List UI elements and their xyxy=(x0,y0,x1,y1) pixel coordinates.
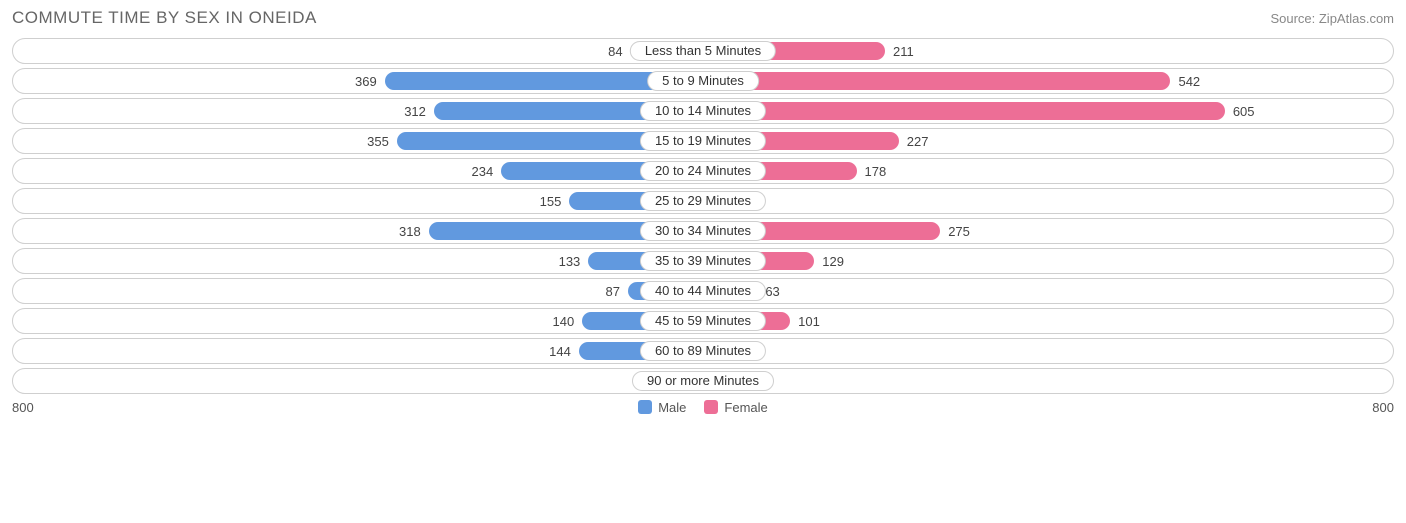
female-swatch xyxy=(704,400,718,414)
chart-row: 318 275 30 to 34 Minutes xyxy=(12,218,1394,244)
row-category-label: 35 to 39 Minutes xyxy=(640,251,766,271)
row-category-label: 30 to 34 Minutes xyxy=(640,221,766,241)
row-category-label: Less than 5 Minutes xyxy=(630,41,776,61)
row-category-label: 25 to 29 Minutes xyxy=(640,191,766,211)
row-left-half: 355 xyxy=(13,129,703,153)
axis-left-max: 800 xyxy=(12,400,72,415)
chart-title: COMMUTE TIME BY SEX IN ONEIDA xyxy=(12,8,317,28)
legend-male: Male xyxy=(638,400,686,415)
chart-row: 155 4625 to 29 Minutes xyxy=(12,188,1394,214)
chart-footer: 800 Male Female 800 xyxy=(12,400,1394,415)
row-right-half: 605 xyxy=(703,99,1393,123)
row-right-half: 129 xyxy=(703,249,1393,273)
legend-male-label: Male xyxy=(658,400,686,415)
row-right-half: 63 xyxy=(703,279,1393,303)
male-value: 144 xyxy=(541,344,579,359)
female-bar xyxy=(703,102,1225,120)
row-category-label: 5 to 9 Minutes xyxy=(647,71,759,91)
row-category-label: 40 to 44 Minutes xyxy=(640,281,766,301)
row-left-half: 140 xyxy=(13,309,703,333)
row-category-label: 60 to 89 Minutes xyxy=(640,341,766,361)
row-left-half: 312 xyxy=(13,99,703,123)
chart-header: COMMUTE TIME BY SEX IN ONEIDA Source: Zi… xyxy=(12,8,1394,28)
row-category-label: 90 or more Minutes xyxy=(632,371,774,391)
row-right-half: 542 xyxy=(703,69,1393,93)
row-left-half: 318 xyxy=(13,219,703,243)
female-value: 227 xyxy=(899,134,937,149)
row-category-label: 10 to 14 Minutes xyxy=(640,101,766,121)
male-value: 140 xyxy=(545,314,583,329)
male-value: 369 xyxy=(347,74,385,89)
row-right-half: 178 xyxy=(703,159,1393,183)
male-value: 312 xyxy=(396,104,434,119)
male-value: 234 xyxy=(463,164,501,179)
row-right-half: 46 xyxy=(703,189,1393,213)
row-right-half: 211 xyxy=(703,39,1393,63)
legend-female-label: Female xyxy=(724,400,767,415)
row-right-half: 101 xyxy=(703,309,1393,333)
chart-rows: 84 211 Less than 5 Minutes 369 542 5 to 9 Min… xyxy=(12,38,1394,394)
legend-female: Female xyxy=(704,400,767,415)
male-value: 133 xyxy=(551,254,589,269)
row-left-half: 133 xyxy=(13,249,703,273)
row-left-half: 84 xyxy=(13,39,703,63)
male-value: 355 xyxy=(359,134,397,149)
row-category-label: 15 to 19 Minutes xyxy=(640,131,766,151)
female-value: 605 xyxy=(1225,104,1263,119)
chart-row: 144 060 to 89 Minutes xyxy=(12,338,1394,364)
female-value: 275 xyxy=(940,224,978,239)
row-right-half: 0 xyxy=(703,339,1393,363)
chart-row: 234 178 20 to 24 Minutes xyxy=(12,158,1394,184)
male-value: 84 xyxy=(600,44,630,59)
female-bar xyxy=(703,72,1170,90)
row-left-half: 87 xyxy=(13,279,703,303)
male-value: 155 xyxy=(532,194,570,209)
row-right-half: 227 xyxy=(703,129,1393,153)
chart-row: 140 101 45 to 59 Minutes xyxy=(12,308,1394,334)
row-left-half: 155 xyxy=(13,189,703,213)
row-category-label: 20 to 24 Minutes xyxy=(640,161,766,181)
chart-row: 87 6340 to 44 Minutes xyxy=(12,278,1394,304)
chart-row: 369 542 5 to 9 Minutes xyxy=(12,68,1394,94)
female-value: 101 xyxy=(790,314,828,329)
legend: Male Female xyxy=(72,400,1334,415)
male-swatch xyxy=(638,400,652,414)
row-left-half: 234 xyxy=(13,159,703,183)
female-value: 129 xyxy=(814,254,852,269)
male-value: 87 xyxy=(598,284,628,299)
axis-right-max: 800 xyxy=(1334,400,1394,415)
row-category-label: 45 to 59 Minutes xyxy=(640,311,766,331)
female-value: 542 xyxy=(1170,74,1208,89)
chart-source: Source: ZipAtlas.com xyxy=(1270,11,1394,26)
female-value: 178 xyxy=(857,164,895,179)
male-value: 318 xyxy=(391,224,429,239)
chart-row: 84 211 Less than 5 Minutes xyxy=(12,38,1394,64)
chart-row: 355 227 15 to 19 Minutes xyxy=(12,128,1394,154)
row-left-half: 144 xyxy=(13,339,703,363)
row-right-half: 11 xyxy=(703,369,1393,393)
chart-row: 471190 or more Minutes xyxy=(12,368,1394,394)
female-value: 211 xyxy=(885,44,922,59)
row-right-half: 275 xyxy=(703,219,1393,243)
chart-row: 312 605 10 to 14 Minutes xyxy=(12,98,1394,124)
row-left-half: 47 xyxy=(13,369,703,393)
chart-row: 133 129 35 to 39 Minutes xyxy=(12,248,1394,274)
row-left-half: 369 xyxy=(13,69,703,93)
